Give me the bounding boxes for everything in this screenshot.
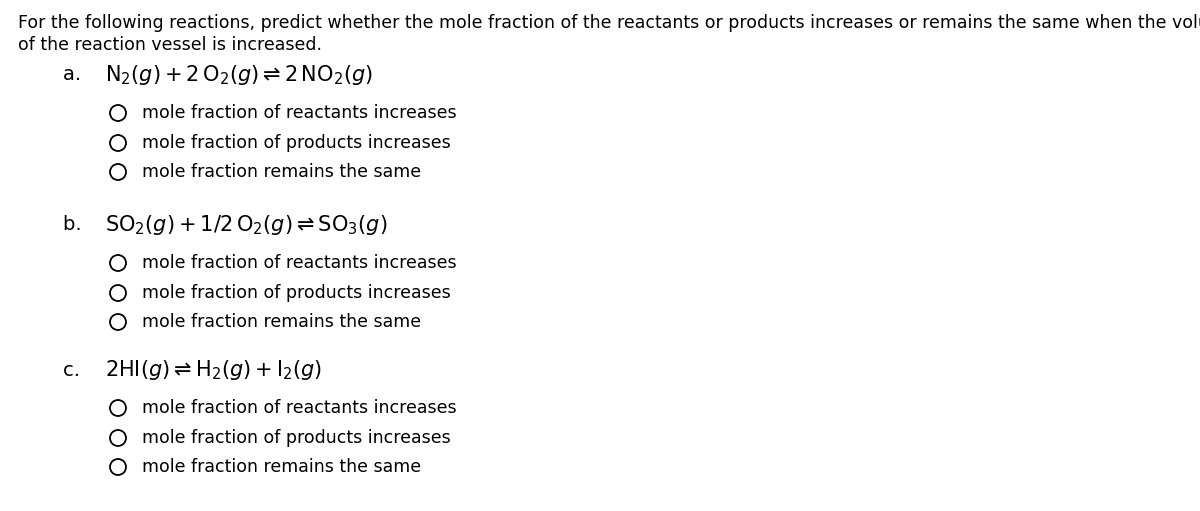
Text: mole fraction of reactants increases: mole fraction of reactants increases: [142, 254, 457, 272]
Text: For the following reactions, predict whether the mole fraction of the reactants : For the following reactions, predict whe…: [18, 14, 1200, 32]
Text: c.: c.: [64, 360, 86, 380]
Text: mole fraction of products increases: mole fraction of products increases: [142, 134, 451, 152]
Text: mole fraction of products increases: mole fraction of products increases: [142, 284, 451, 302]
Text: mole fraction remains the same: mole fraction remains the same: [142, 163, 421, 181]
Text: mole fraction remains the same: mole fraction remains the same: [142, 313, 421, 331]
Text: mole fraction remains the same: mole fraction remains the same: [142, 458, 421, 476]
Text: $\mathrm{N_2}(g) + 2\,\mathrm{O_2}(g) \rightleftharpoons 2\,\mathrm{NO_2}(g)$: $\mathrm{N_2}(g) + 2\,\mathrm{O_2}(g) \r…: [106, 63, 373, 87]
Text: of the reaction vessel is increased.: of the reaction vessel is increased.: [18, 36, 322, 54]
Text: $2\mathrm{HI}(g) \rightleftharpoons \mathrm{H_2}(g) + \mathrm{I_2}(g)$: $2\mathrm{HI}(g) \rightleftharpoons \mat…: [106, 358, 323, 382]
Text: mole fraction of products increases: mole fraction of products increases: [142, 429, 451, 447]
Text: $\mathrm{SO_2}(g) + 1/2\,\mathrm{O_2}(g) \rightleftharpoons \mathrm{SO_3}(g)$: $\mathrm{SO_2}(g) + 1/2\,\mathrm{O_2}(g)…: [106, 213, 388, 237]
Text: b.: b.: [64, 216, 88, 235]
Text: a.: a.: [64, 65, 88, 84]
Text: mole fraction of reactants increases: mole fraction of reactants increases: [142, 399, 457, 417]
Text: mole fraction of reactants increases: mole fraction of reactants increases: [142, 104, 457, 122]
